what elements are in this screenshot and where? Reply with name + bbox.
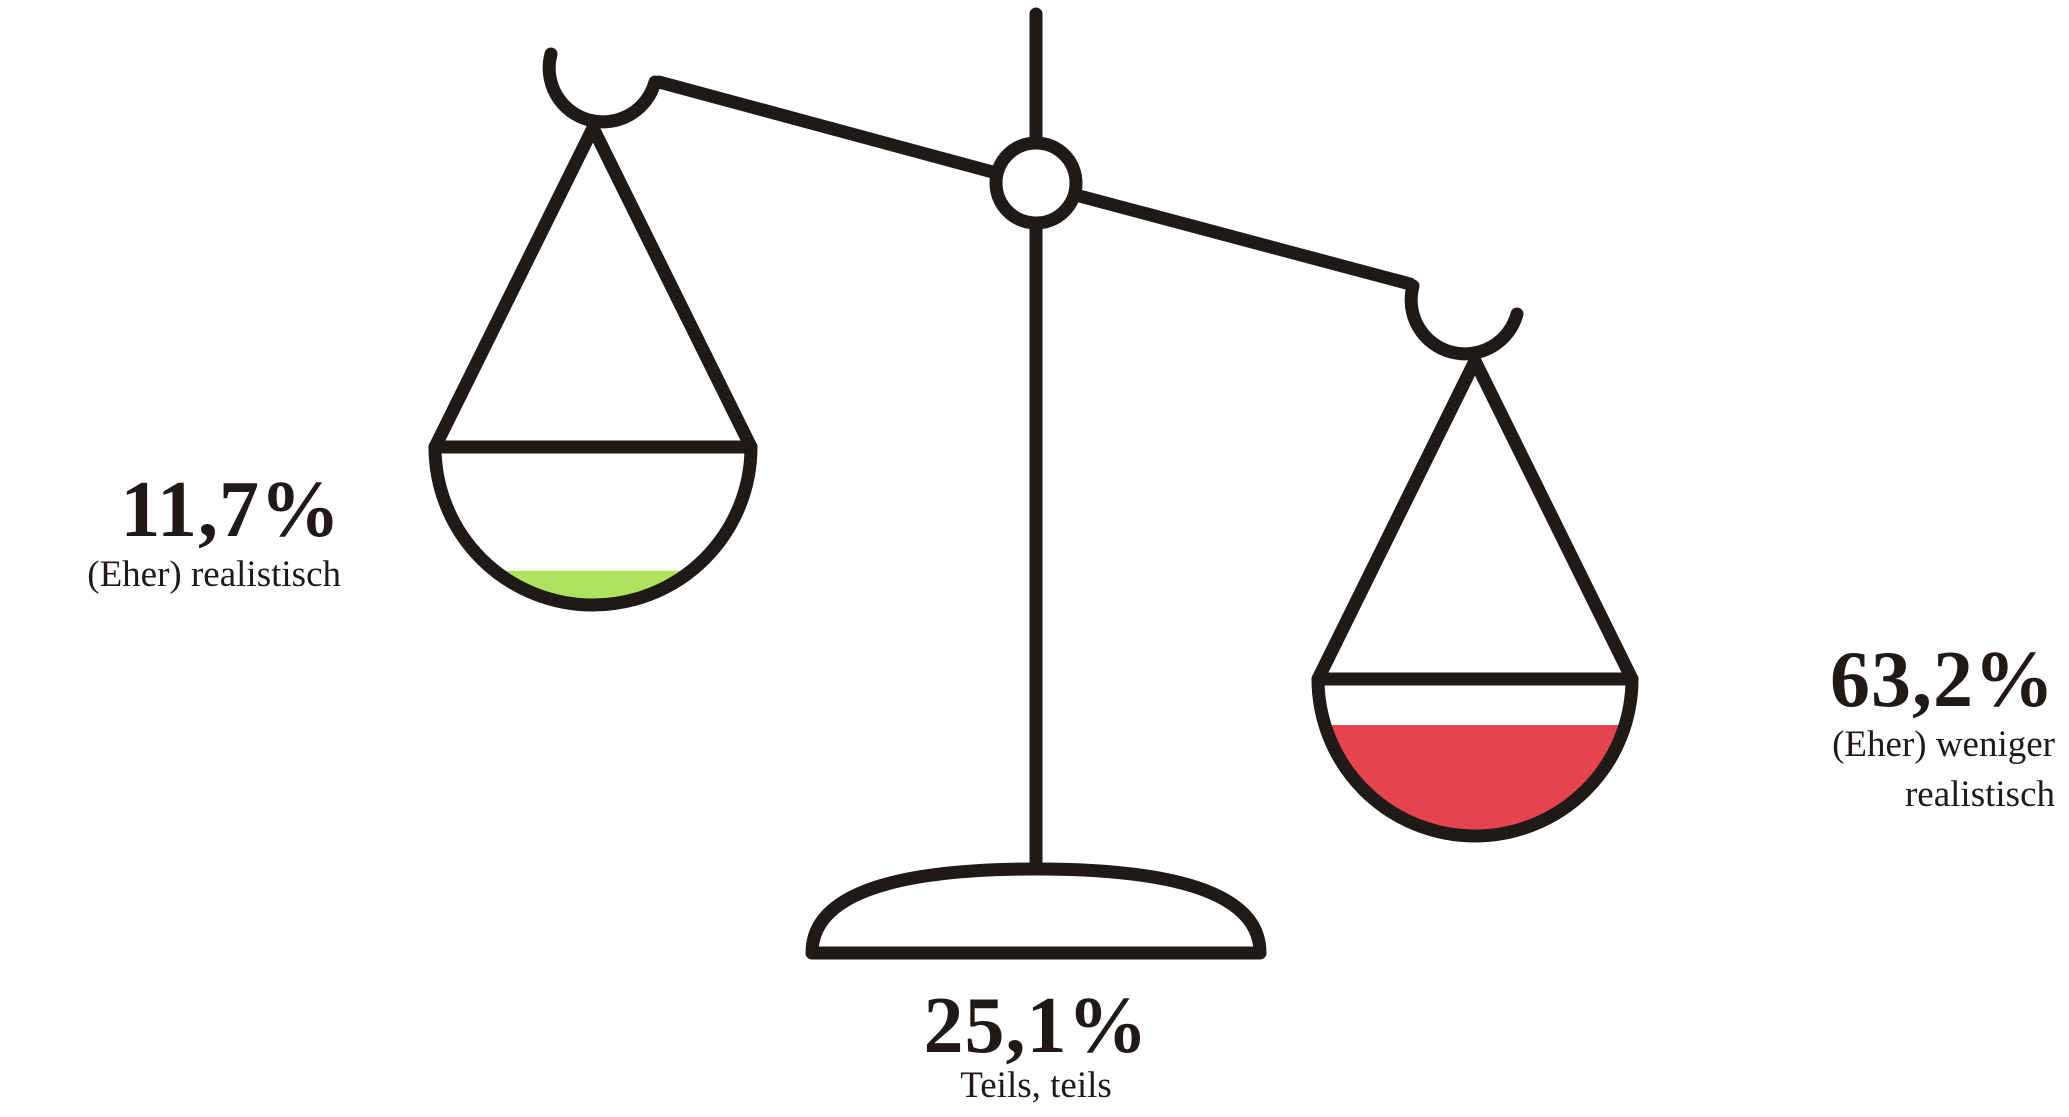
pan-strings <box>428 121 758 454</box>
pan-fill <box>1318 725 1632 836</box>
hook <box>1404 279 1524 361</box>
base <box>805 862 1267 960</box>
hook <box>542 47 662 129</box>
beam-right <box>1065 187 1417 291</box>
right-label: 63,2% (Eher) weniger realistisch <box>1755 640 2055 820</box>
value-label: 63,2% <box>1830 636 2055 724</box>
beam-left <box>652 75 1007 181</box>
pan-strings <box>1311 354 1639 686</box>
category-label: Teils, teils <box>960 1065 1112 1106</box>
category-label: (Eher) realistisch <box>87 554 341 595</box>
category-label: (Eher) weniger realistisch <box>1832 724 2055 815</box>
left-label: 11,7% (Eher) realistisch <box>0 470 341 600</box>
middle-label: 25,1% Teils, teils <box>836 986 1236 1107</box>
value-label: 25,1% <box>923 982 1149 1070</box>
value-label: 11,7% <box>120 466 341 554</box>
pan <box>428 440 758 612</box>
pan <box>1311 672 1639 843</box>
pivot <box>989 136 1083 230</box>
